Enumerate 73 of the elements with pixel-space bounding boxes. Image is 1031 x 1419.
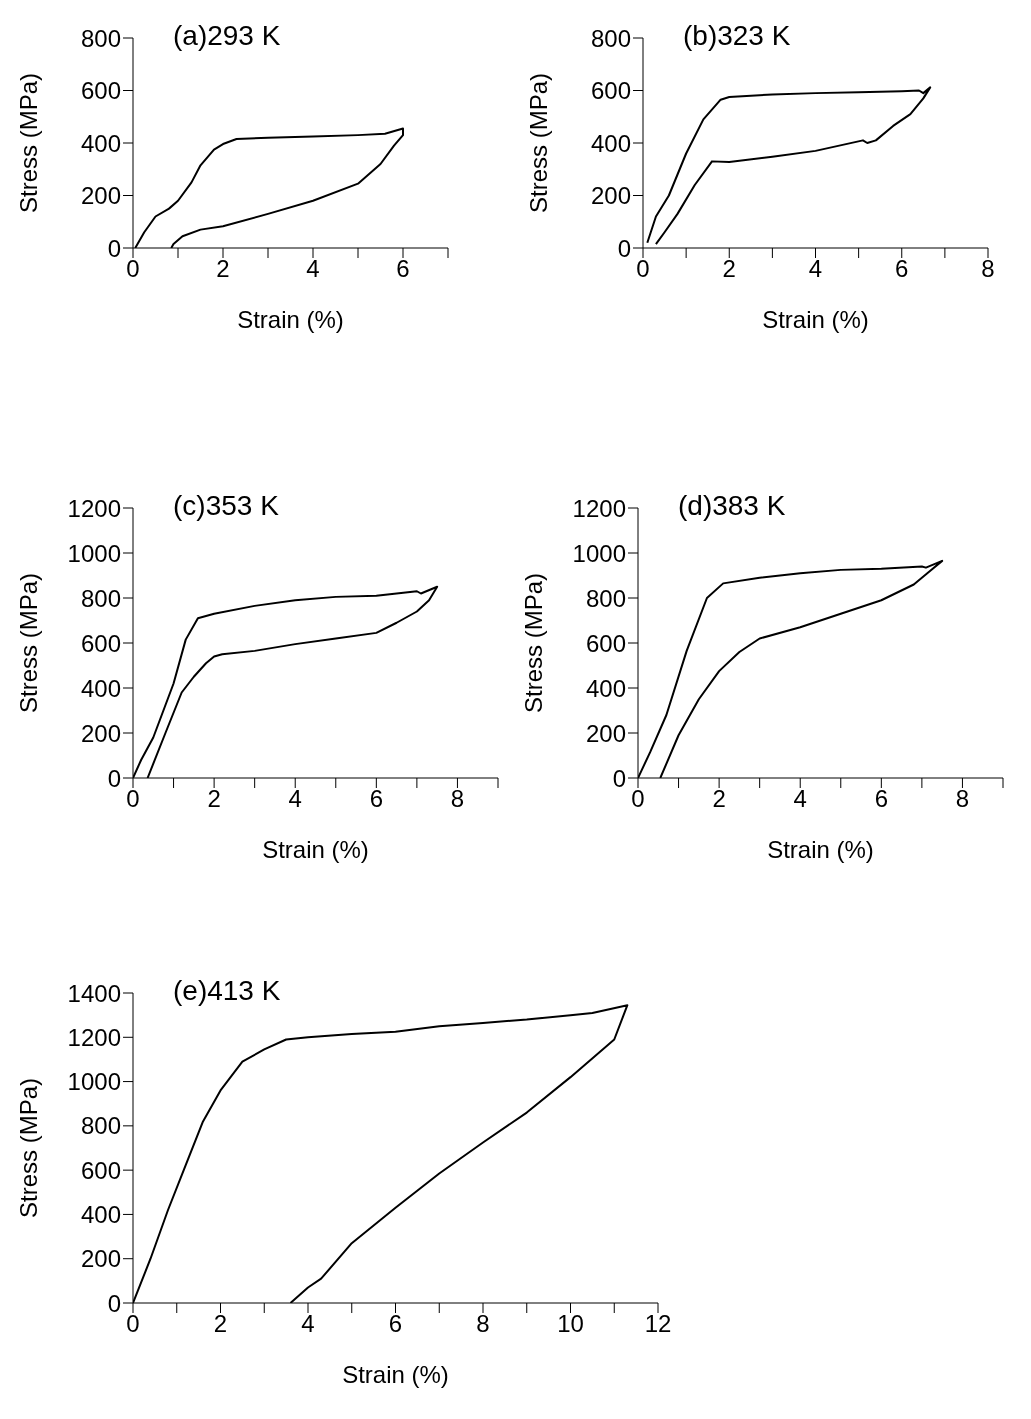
chart-title: (b)323 K xyxy=(683,20,791,52)
y-axis-title: Stress (MPa) xyxy=(14,1077,42,1219)
chart-title: (a)293 K xyxy=(173,20,281,52)
x-tick-label: 2 xyxy=(722,255,736,283)
y-axis-title: Stress (MPa) xyxy=(524,72,552,214)
y-tick-label: 1200 xyxy=(572,494,626,522)
y-axis-title: Stress (MPa) xyxy=(14,72,42,214)
y-tick-label: 0 xyxy=(617,234,631,262)
x-tick-label: 4 xyxy=(288,785,302,813)
x-tick-label: 6 xyxy=(369,785,384,813)
y-tick-label: 600 xyxy=(80,629,121,657)
x-tick-label: 0 xyxy=(126,1310,140,1338)
x-axis-title: Strain (%) xyxy=(342,1361,449,1388)
y-tick-label: 400 xyxy=(590,129,631,157)
x-tick-label: 8 xyxy=(450,785,465,813)
y-tick-label: 1200 xyxy=(67,494,121,522)
y-tick-label: 0 xyxy=(107,764,121,792)
y-tick-label: 400 xyxy=(80,1200,121,1228)
y-axis-title: Stress (MPa) xyxy=(519,572,547,714)
x-tick-label: 8 xyxy=(476,1310,490,1338)
y-tick-label: 1000 xyxy=(67,539,121,567)
y-tick-label: 600 xyxy=(590,77,631,105)
y-tick-label: 600 xyxy=(585,629,626,657)
x-tick-label: 4 xyxy=(808,255,823,283)
x-tick-label: 6 xyxy=(396,255,410,283)
y-tick-label: 200 xyxy=(585,719,626,747)
y-tick-label: 1000 xyxy=(67,1068,121,1096)
y-tick-label: 800 xyxy=(80,24,121,52)
y-tick-label: 0 xyxy=(107,234,121,262)
x-axis-title: Strain (%) xyxy=(262,836,369,863)
x-tick-label: 2 xyxy=(207,785,221,813)
x-axis-title: Strain (%) xyxy=(762,306,869,333)
x-tick-label: 2 xyxy=(216,255,230,283)
y-tick-label: 1400 xyxy=(67,979,121,1007)
y-tick-label: 400 xyxy=(585,674,626,702)
y-tick-label: 800 xyxy=(80,1112,121,1140)
x-tick-label: 2 xyxy=(213,1310,228,1338)
x-tick-label: 4 xyxy=(306,255,320,283)
y-tick-label: 1000 xyxy=(572,539,626,567)
y-tick-label: 400 xyxy=(80,129,121,157)
x-tick-label: 2 xyxy=(712,785,726,813)
chart-title: (c)353 K xyxy=(173,490,279,522)
x-tick-label: 8 xyxy=(955,785,970,813)
x-tick-label: 6 xyxy=(874,785,889,813)
y-tick-label: 0 xyxy=(107,1289,121,1317)
x-axis-title: Strain (%) xyxy=(237,306,344,333)
x-tick-label: 6 xyxy=(388,1310,403,1338)
x-tick-label: 0 xyxy=(126,255,140,283)
x-axis-title: Strain (%) xyxy=(767,836,874,863)
y-tick-label: 600 xyxy=(80,77,121,105)
y-tick-label: 200 xyxy=(80,182,121,210)
y-tick-label: 200 xyxy=(590,182,631,210)
chart-title: (d)383 K xyxy=(678,490,786,522)
y-tick-label: 600 xyxy=(80,1156,121,1184)
chart-title: (e)413 K xyxy=(173,975,281,1007)
x-tick-label: 6 xyxy=(895,255,909,283)
x-tick-label: 8 xyxy=(981,255,995,283)
y-tick-label: 0 xyxy=(612,764,626,792)
y-tick-label: 400 xyxy=(80,674,121,702)
x-tick-label: 4 xyxy=(793,785,807,813)
x-tick-label: 12 xyxy=(644,1310,672,1338)
y-tick-label: 800 xyxy=(590,24,631,52)
x-tick-label: 4 xyxy=(301,1310,315,1338)
y-tick-label: 800 xyxy=(80,584,121,612)
x-tick-label: 0 xyxy=(126,785,140,813)
line-series xyxy=(646,86,932,246)
y-tick-label: 800 xyxy=(585,584,626,612)
x-tick-label: 0 xyxy=(636,255,650,283)
y-tick-label: 200 xyxy=(80,1245,121,1273)
y-tick-label: 200 xyxy=(80,719,121,747)
y-axis-title: Stress (MPa) xyxy=(14,572,42,714)
y-tick-label: 1200 xyxy=(67,1023,121,1051)
x-tick-label: 10 xyxy=(557,1310,584,1338)
